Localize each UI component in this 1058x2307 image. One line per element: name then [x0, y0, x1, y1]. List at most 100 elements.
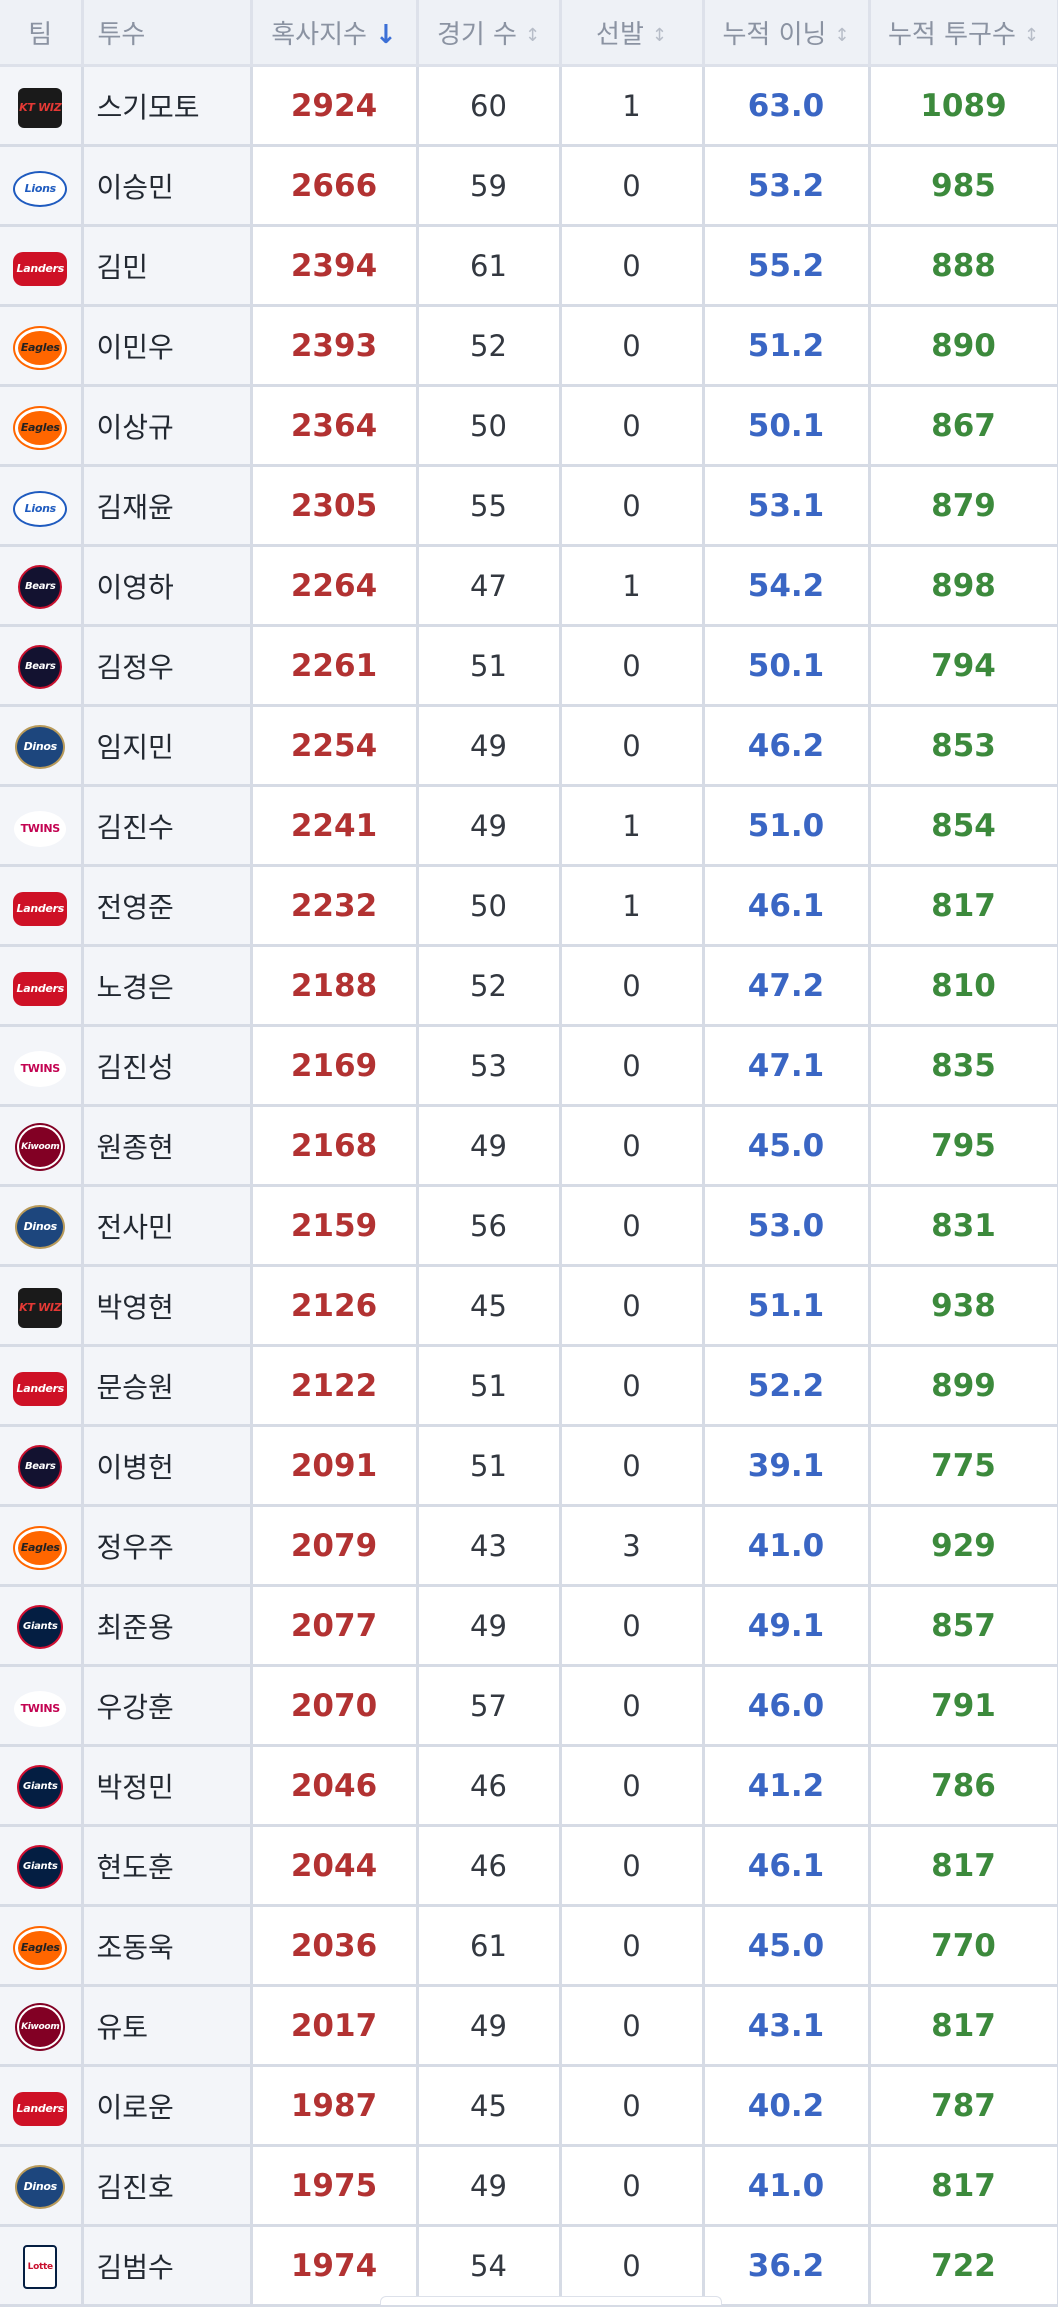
pitches-total: 795 [869, 1105, 1058, 1187]
starts-count: 0 [560, 1585, 705, 1667]
pitcher-name[interactable]: 김진호 [82, 2145, 253, 2227]
pitcher-name[interactable]: 김범수 [82, 2225, 253, 2307]
pitcher-name[interactable]: 전영준 [82, 865, 253, 947]
games-count: 53 [417, 1025, 562, 1107]
innings-total: 50.1 [703, 625, 871, 707]
overuse-index: 2364 [251, 385, 419, 467]
table-row[interactable]: Kiwoom 유토 2017 49 0 43.1 817 [0, 1985, 1058, 2067]
pitcher-name[interactable]: 유토 [82, 1985, 253, 2067]
table-row[interactable]: Dinos 김진호 1975 49 0 41.0 817 [0, 2145, 1058, 2227]
starts-count: 1 [560, 865, 705, 947]
table-row[interactable]: Dinos 임지민 2254 49 0 46.2 853 [0, 705, 1058, 787]
table-row[interactable]: Eagles 이상규 2364 50 0 50.1 867 [0, 385, 1058, 467]
pitcher-name[interactable]: 박정민 [82, 1745, 253, 1827]
pitcher-name[interactable]: 이민우 [82, 305, 253, 387]
table-row[interactable]: KT WIZ 스기모토 2924 60 1 63.0 1089 [0, 65, 1058, 147]
pitcher-name[interactable]: 원종현 [82, 1105, 253, 1187]
pitcher-name[interactable]: 김정우 [82, 625, 253, 707]
overuse-index: 2666 [251, 145, 419, 227]
table-row[interactable]: Bears 김정우 2261 51 0 50.1 794 [0, 625, 1058, 707]
pitcher-name[interactable]: 임지민 [82, 705, 253, 787]
pitcher-name[interactable]: 김진성 [82, 1025, 253, 1107]
header-team[interactable]: 팀 [0, 0, 84, 67]
pitches-total: 810 [869, 945, 1058, 1027]
team-cell: Dinos [0, 1185, 84, 1267]
table-row[interactable]: Giants 최준용 2077 49 0 49.1 857 [0, 1585, 1058, 1667]
table-row[interactable]: Landers 김민 2394 61 0 55.2 888 [0, 225, 1058, 307]
table-row[interactable]: Lions 이승민 2666 59 0 53.2 985 [0, 145, 1058, 227]
innings-total: 47.1 [703, 1025, 871, 1107]
innings-total: 53.2 [703, 145, 871, 227]
overuse-index: 2394 [251, 225, 419, 307]
pitches-total: 786 [869, 1745, 1058, 1827]
pitches-total: 817 [869, 1825, 1058, 1907]
pitcher-name[interactable]: 정우주 [82, 1505, 253, 1587]
team-cell: KT WIZ [0, 1265, 84, 1347]
pitcher-name[interactable]: 김진수 [82, 785, 253, 867]
landers-logo-icon: Landers [13, 1372, 68, 1406]
table-row[interactable]: KT WIZ 박영현 2126 45 0 51.1 938 [0, 1265, 1058, 1347]
bears-logo-icon: Bears [18, 1445, 63, 1489]
table-row[interactable]: Lotte 김범수 1974 54 0 36.2 722 [0, 2225, 1058, 2307]
team-cell: Kiwoom [0, 1105, 84, 1187]
games-count: 49 [417, 1585, 562, 1667]
starts-count: 0 [560, 705, 705, 787]
table-row[interactable]: TWINS 김진성 2169 53 0 47.1 835 [0, 1025, 1058, 1107]
pitcher-name[interactable]: 전사민 [82, 1185, 253, 1267]
pitches-total: 857 [869, 1585, 1058, 1667]
header-starts[interactable]: 선발 ↕ [560, 0, 705, 67]
pitcher-name[interactable]: 조동욱 [82, 1905, 253, 1987]
innings-total: 54.2 [703, 545, 871, 627]
header-index[interactable]: 혹사지수 ↓ [251, 0, 419, 67]
starts-count: 0 [560, 1665, 705, 1747]
pitcher-name[interactable]: 김재윤 [82, 465, 253, 547]
overuse-index: 2393 [251, 305, 419, 387]
table-row[interactable]: Dinos 전사민 2159 56 0 53.0 831 [0, 1185, 1058, 1267]
table-row[interactable]: Landers 노경은 2188 52 0 47.2 810 [0, 945, 1058, 1027]
table-row[interactable]: TWINS 우강훈 2070 57 0 46.0 791 [0, 1665, 1058, 1747]
home-indicator [380, 2296, 722, 2305]
sort-updown-icon: ↕ [834, 24, 850, 46]
table-row[interactable]: Landers 문승원 2122 51 0 52.2 899 [0, 1345, 1058, 1427]
table-row[interactable]: Eagles 이민우 2393 52 0 51.2 890 [0, 305, 1058, 387]
pitcher-name[interactable]: 이승민 [82, 145, 253, 227]
table-row[interactable]: Landers 전영준 2232 50 1 46.1 817 [0, 865, 1058, 947]
pitcher-name[interactable]: 김민 [82, 225, 253, 307]
header-games[interactable]: 경기 수 ↕ [417, 0, 562, 67]
pitcher-name[interactable]: 우강훈 [82, 1665, 253, 1747]
header-pitches[interactable]: 누적 투구수 ↕ [869, 0, 1058, 67]
games-count: 54 [417, 2225, 562, 2307]
header-innings[interactable]: 누적 이닝 ↕ [703, 0, 871, 67]
pitcher-name[interactable]: 노경은 [82, 945, 253, 1027]
pitcher-name[interactable]: 최준용 [82, 1585, 253, 1667]
pitcher-name[interactable]: 문승원 [82, 1345, 253, 1427]
pitcher-name[interactable]: 스기모토 [82, 65, 253, 147]
table-row[interactable]: Giants 현도훈 2044 46 0 46.1 817 [0, 1825, 1058, 1907]
header-pitcher[interactable]: 투수 [82, 0, 253, 67]
team-cell: Landers [0, 225, 84, 307]
overuse-index: 2126 [251, 1265, 419, 1347]
table-row[interactable]: Giants 박정민 2046 46 0 41.2 786 [0, 1745, 1058, 1827]
pitcher-name[interactable]: 현도훈 [82, 1825, 253, 1907]
table-row[interactable]: Eagles 조동욱 2036 61 0 45.0 770 [0, 1905, 1058, 1987]
table-row[interactable]: Bears 이영하 2264 47 1 54.2 898 [0, 545, 1058, 627]
table-row[interactable]: Bears 이병헌 2091 51 0 39.1 775 [0, 1425, 1058, 1507]
innings-total: 41.2 [703, 1745, 871, 1827]
pitcher-name[interactable]: 이영하 [82, 545, 253, 627]
starts-count: 0 [560, 225, 705, 307]
pitcher-name[interactable]: 이로운 [82, 2065, 253, 2147]
table-row[interactable]: Lions 김재윤 2305 55 0 53.1 879 [0, 465, 1058, 547]
bears-logo-icon: Bears [18, 645, 63, 689]
team-cell: Lions [0, 145, 84, 227]
table-row[interactable]: Kiwoom 원종현 2168 49 0 45.0 795 [0, 1105, 1058, 1187]
pitcher-name[interactable]: 이상규 [82, 385, 253, 467]
table-row[interactable]: TWINS 김진수 2241 49 1 51.0 854 [0, 785, 1058, 867]
pitcher-name[interactable]: 이병헌 [82, 1425, 253, 1507]
arrow-down-icon: ↓ [374, 20, 397, 50]
team-cell: TWINS [0, 785, 84, 867]
table-row[interactable]: Landers 이로운 1987 45 0 40.2 787 [0, 2065, 1058, 2147]
games-count: 49 [417, 2145, 562, 2227]
table-row[interactable]: Eagles 정우주 2079 43 3 41.0 929 [0, 1505, 1058, 1587]
pitcher-name[interactable]: 박영현 [82, 1265, 253, 1347]
innings-total: 36.2 [703, 2225, 871, 2307]
